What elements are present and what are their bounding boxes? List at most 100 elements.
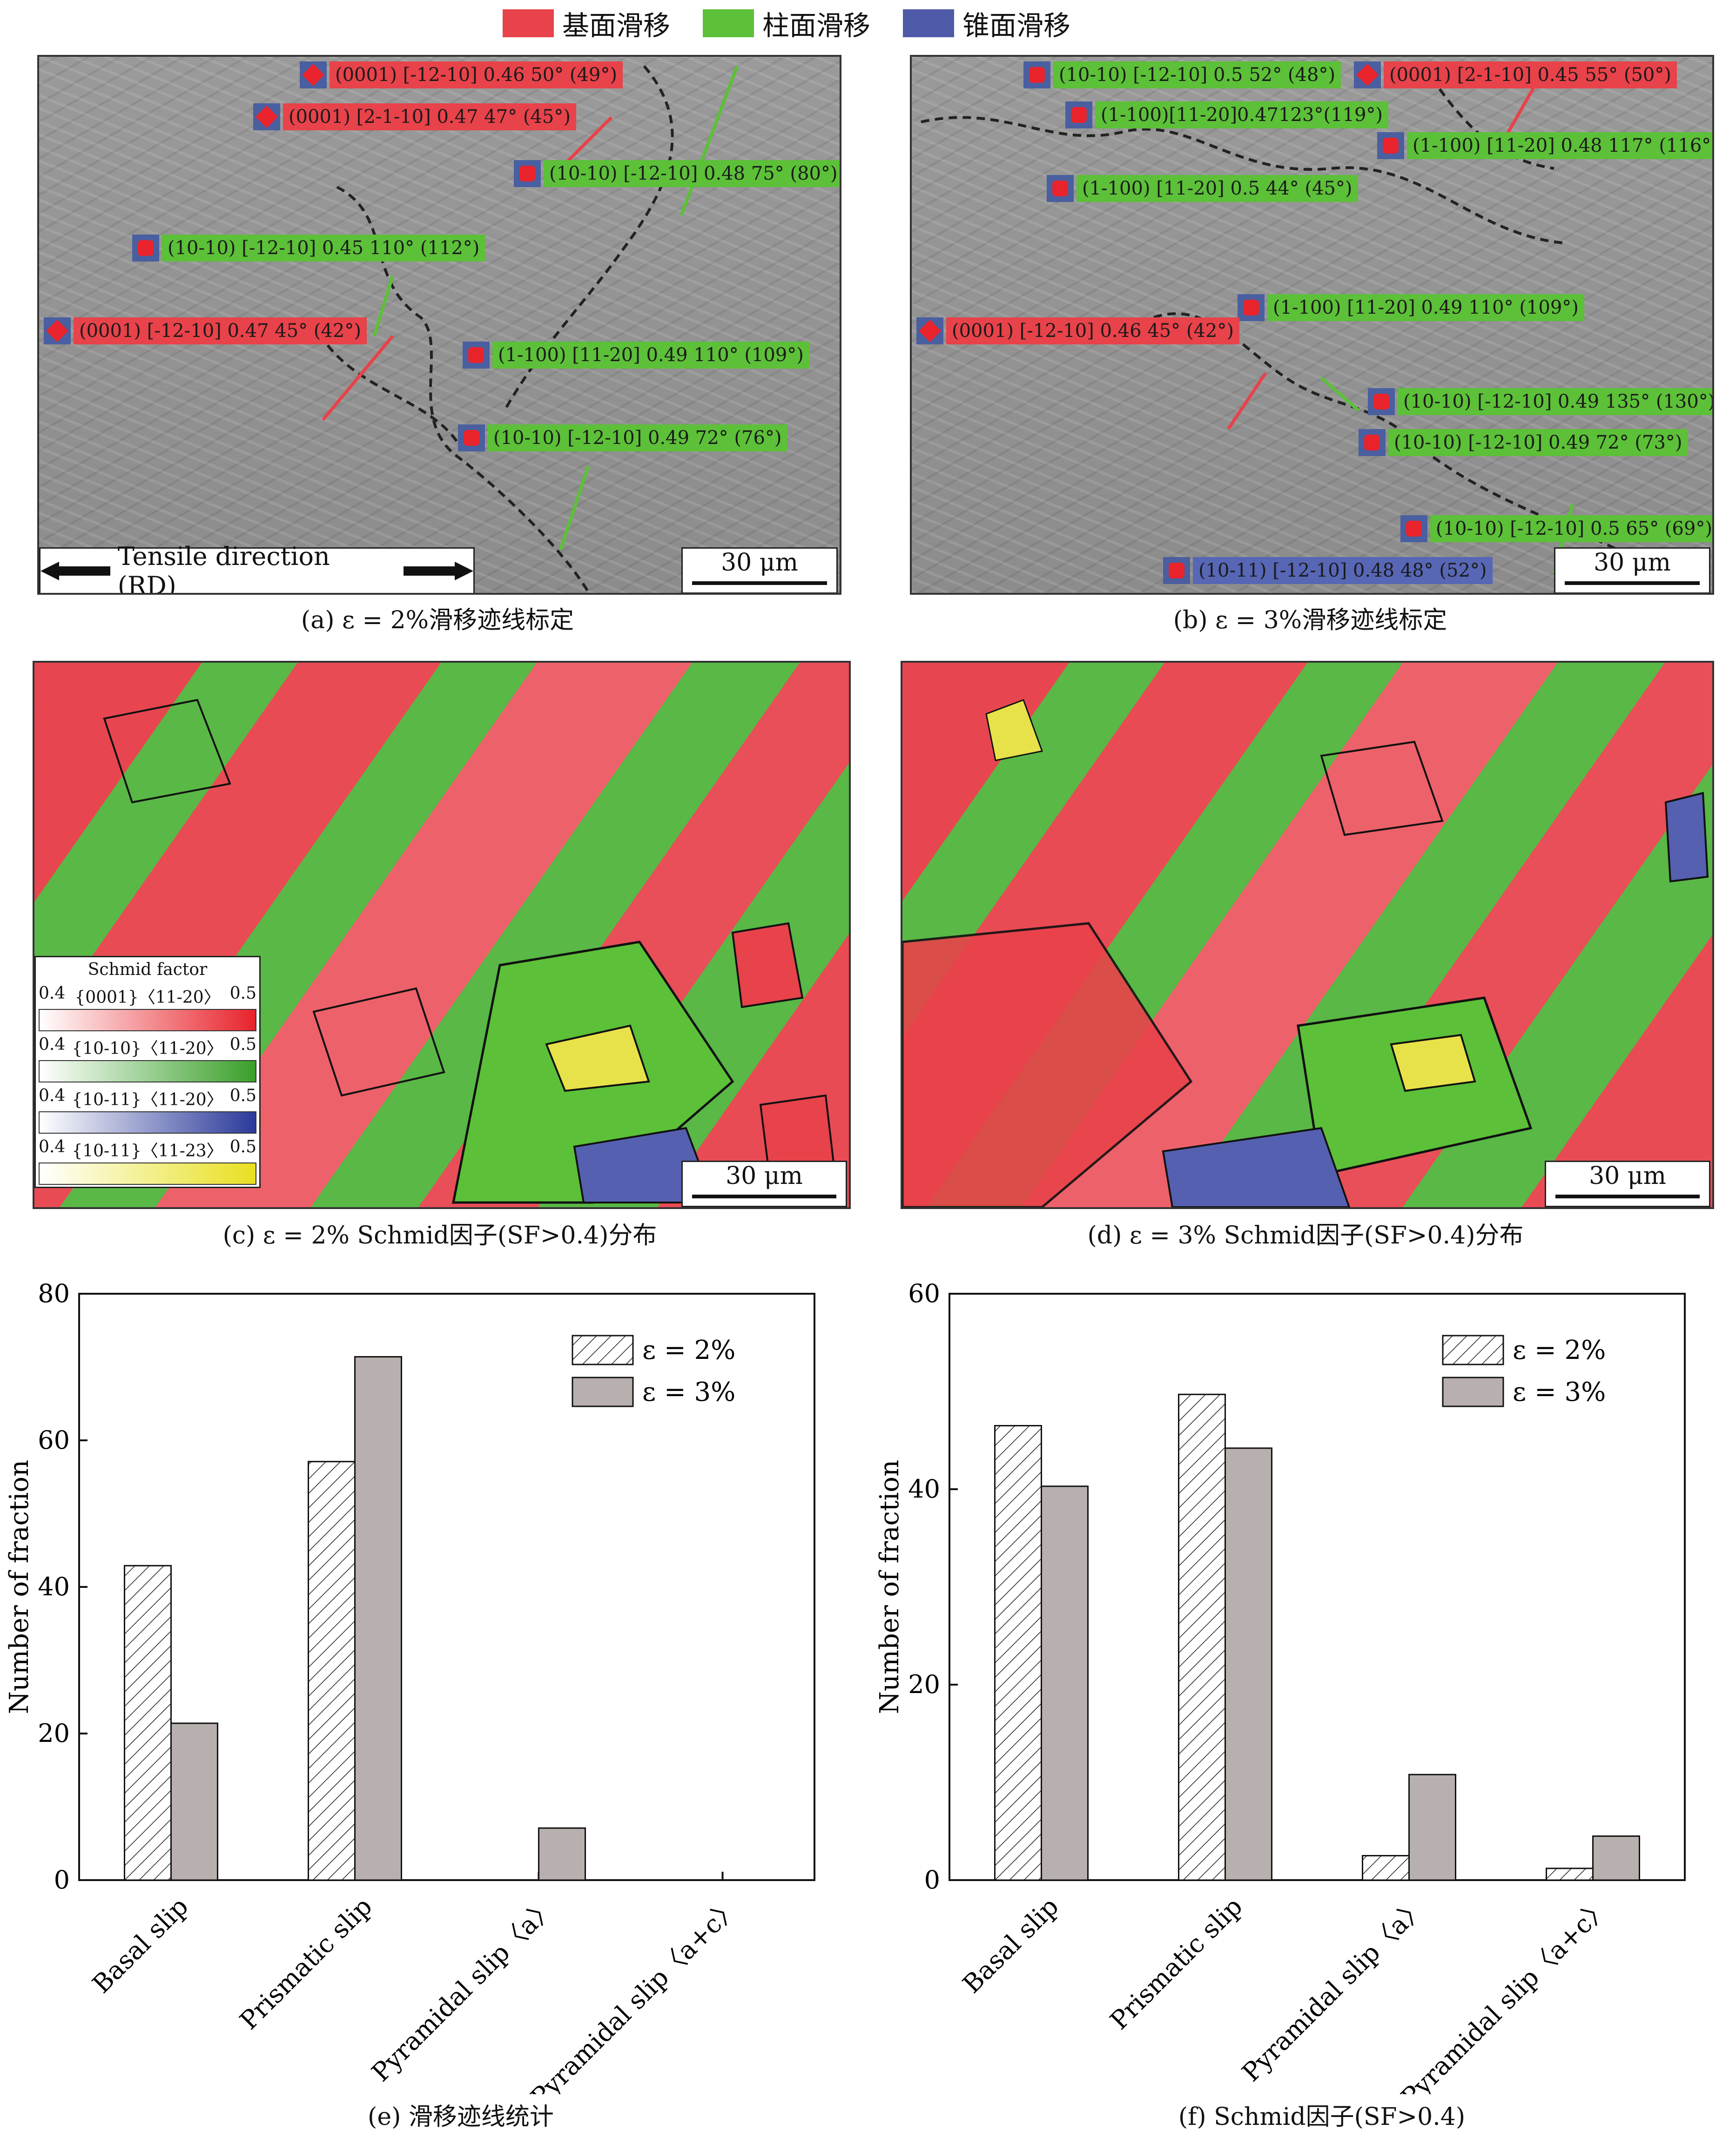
tag-label: (10-10) [-12-10] 0.5 65° (69°): [1430, 515, 1712, 542]
sf-max: 0.5: [229, 1086, 256, 1105]
panel-b-sem-image: (10-10) [-12-10] 0.5 52° (48°) (0001) [2…: [910, 55, 1714, 595]
scalebar-line: [1565, 581, 1700, 585]
panel-a-tag-5: (0001) [-12-10] 0.47 45° (42°): [44, 317, 367, 344]
sf-gradient-bar: [39, 1111, 256, 1134]
panel-d-scalebar: 30 μm: [1545, 1161, 1710, 1207]
x-tick-label: Pyramidal slip〈a〉: [1236, 1892, 1432, 2087]
y-tick-label: 60: [908, 1279, 940, 1308]
tensile-direction-label: Tensile direction (RD): [117, 542, 330, 595]
sf-legend-title: Schmid factor: [87, 960, 208, 979]
sf-gradient-bar: [39, 1009, 256, 1031]
tag-label: (10-10) [-12-10] 0.49 72° (73°): [1388, 429, 1688, 456]
panel-c-scalebar: 30 μm: [681, 1161, 847, 1207]
bar: [354, 1356, 402, 1881]
panel-d-grain-overlay: [902, 699, 1709, 1207]
tag-label: (10-10) [-12-10] 0.5 52° (48°): [1053, 61, 1341, 88]
sf-max: 0.5: [229, 984, 256, 1003]
y-tick-label: 20: [38, 1719, 70, 1748]
hcp-cube-icon: [1065, 101, 1092, 128]
legend-label: ε = 2%: [1513, 1335, 1606, 1365]
x-tick-label: Pyramidal slip〈a+c〉: [1395, 1892, 1616, 2094]
bar: [124, 1565, 172, 1881]
hcp-cube-icon: [253, 103, 280, 130]
panel-b-tag-8: (10-10) [-12-10] 0.49 135° (130°): [1368, 388, 1712, 415]
y-tick-label: 0: [54, 1865, 70, 1895]
tag-label: (0001) [-12-10] 0.47 45° (42°): [74, 317, 367, 344]
tag-label: (1-100)[11-20]0.47123°(119°): [1095, 101, 1389, 128]
x-tick-label: Pyramidal slip〈a〉: [366, 1892, 561, 2087]
hcp-cube-icon: [1377, 132, 1404, 159]
x-tick-label: Prismatic slip: [234, 1892, 378, 2036]
sf-legend-row-prismatic: 0.4 {10-10}〈11-20〉 0.5: [36, 1033, 259, 1084]
x-tick-label: Basal slip: [87, 1892, 194, 1999]
bar: [1362, 1855, 1410, 1881]
scalebar-line: [1555, 1195, 1700, 1198]
y-tick-label: 60: [38, 1425, 70, 1455]
schmid-factor-legend: Schmid factor 0.4 {0001}〈11-20〉 0.5 0.4 …: [34, 956, 261, 1188]
tag-label: (0001) [2-1-10] 0.45 55° (50°): [1384, 61, 1677, 88]
scalebar-label: 30 μm: [1589, 1162, 1666, 1190]
panel-b-tag-11: (10-11) [-12-10] 0.48 48° (52°): [1163, 557, 1493, 584]
bar: [1178, 1393, 1226, 1881]
legend-prismatic: 柱面滑移: [703, 4, 870, 43]
panel-f-caption: (f) Schmid因子(SF>0.4): [1178, 2103, 1466, 2131]
hcp-cube-icon: [916, 317, 943, 344]
legend-swatch: [1442, 1377, 1504, 1407]
hcp-cube-icon: [1354, 61, 1381, 88]
panel-d-ebsd-map: 30 μm: [901, 661, 1714, 1209]
legend-basal-label: 基面滑移: [562, 10, 671, 41]
tag-label: (0001) [-12-10] 0.46 50° (49°): [330, 61, 623, 88]
legend-basal-swatch: [503, 9, 554, 37]
sf-legend-row-pyramidal-ac: 0.4 {10-11}〈11-23〉 0.5: [36, 1136, 259, 1187]
sf-legend-row-pyramidal-a: 0.4 {10-11}〈11-20〉 0.5: [36, 1084, 259, 1136]
scalebar-line: [692, 581, 827, 585]
tag-label: (1-100) [11-20] 0.49 110° (109°): [1267, 294, 1584, 321]
legend-basal: 基面滑移: [503, 4, 670, 43]
scalebar-line: [692, 1195, 836, 1198]
sf-min: 0.4: [39, 1137, 66, 1156]
legend-swatch: [572, 1377, 634, 1407]
tag-label: (1-100) [11-20] 0.49 110° (109°): [492, 342, 809, 369]
legend-prismatic-swatch: [703, 9, 754, 37]
panel-a-tag-1: (0001) [-12-10] 0.46 50° (49°): [300, 61, 623, 88]
hcp-cube-icon: [1368, 388, 1395, 415]
hcp-cube-icon: [463, 342, 490, 369]
panel-b-tag-10: (10-10) [-12-10] 0.5 65° (69°): [1400, 515, 1712, 542]
tag-label: (10-10) [-12-10] 0.49 135° (130°): [1398, 388, 1712, 415]
tag-label: (10-11) [-12-10] 0.48 48° (52°): [1193, 557, 1493, 584]
bar: [1225, 1447, 1272, 1881]
tag-label: (1-100) [11-20] 0.48 117° (116°): [1407, 132, 1712, 159]
panel-b-tag-6: (1-100) [11-20] 0.49 110° (109°): [1238, 294, 1584, 321]
panel-d-caption: (d) ε = 3% Schmid因子(SF>0.4)分布: [1087, 1222, 1524, 1250]
y-tick-label: 0: [924, 1865, 940, 1895]
sf-min: 0.4: [39, 1086, 66, 1105]
right-arrow-icon: [404, 562, 473, 580]
hcp-cube-icon: [1023, 61, 1050, 88]
tag-label: (0001) [2-1-10] 0.47 47° (45°): [283, 103, 576, 130]
hcp-cube-icon: [1163, 557, 1190, 584]
panel-b-caption: (b) ε = 3%滑移迹线标定: [1173, 606, 1447, 634]
bar: [538, 1827, 586, 1881]
tag-label: (0001) [-12-10] 0.46 45° (42°): [946, 317, 1239, 344]
left-arrow-icon: [40, 562, 110, 580]
legend-prismatic-label: 柱面滑移: [762, 10, 871, 41]
sf-legend-row-basal: 0.4 {0001}〈11-20〉 0.5: [36, 982, 259, 1033]
slip-type-legend: 基面滑移 柱面滑移 锥面滑移: [503, 5, 1070, 42]
hcp-cube-icon: [1238, 294, 1265, 321]
x-tick-label: Pyramidal slip〈a+c〉: [525, 1892, 746, 2094]
scalebar-label: 30 μm: [721, 549, 798, 577]
y-axis-label: Number of fraction: [4, 1460, 34, 1714]
panel-b-tag-3: (1-100)[11-20]0.47123°(119°): [1065, 101, 1389, 128]
panel-a-tag-7: (10-10) [-12-10] 0.49 72° (76°): [458, 424, 787, 451]
panel-c-caption: (c) ε = 2% Schmid因子(SF>0.4)分布: [222, 1222, 657, 1250]
sf-max: 0.5: [229, 1035, 256, 1054]
hcp-cube-icon: [458, 424, 485, 451]
panel-a-tag-2: (0001) [2-1-10] 0.47 47° (45°): [253, 103, 576, 130]
panel-b-tag-2: (0001) [2-1-10] 0.45 55° (50°): [1354, 61, 1677, 88]
hcp-cube-icon: [300, 61, 327, 88]
y-tick-label: 40: [908, 1474, 940, 1504]
panel-b-tag-4: (1-100) [11-20] 0.48 117° (116°): [1377, 132, 1712, 159]
bar: [1546, 1868, 1594, 1881]
bar: [1592, 1835, 1640, 1881]
hcp-cube-icon: [1359, 429, 1386, 456]
